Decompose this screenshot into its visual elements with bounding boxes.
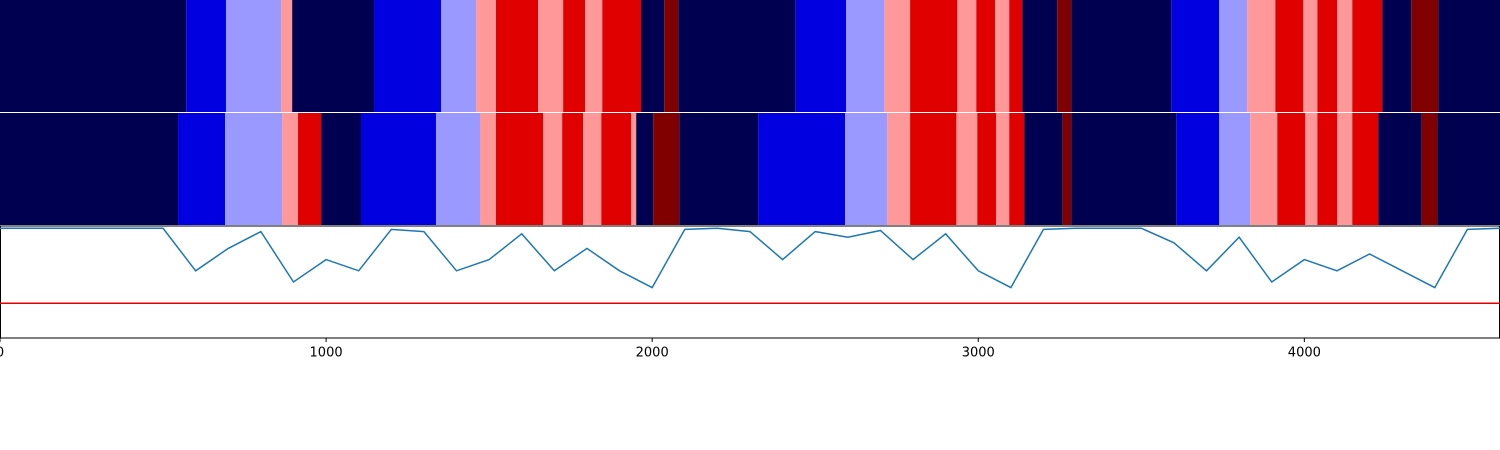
segment [321,113,361,225]
segment [977,113,997,225]
segment [292,0,375,112]
segment [996,113,1010,225]
segment [678,0,796,112]
segment [1009,113,1025,225]
segment [585,0,603,112]
segment [1317,0,1338,112]
segment [0,0,187,112]
segment [910,113,957,225]
segment [583,113,602,225]
segment [1317,113,1338,225]
segment [1382,0,1412,112]
segment [374,0,442,112]
segment [846,0,885,112]
segment [435,113,480,225]
segment [1438,0,1500,112]
segment [664,0,679,112]
segment [884,0,911,112]
segment [887,113,911,225]
segment [360,113,436,225]
x-tick-label: 3000 [962,346,995,361]
segment [1305,113,1318,225]
segment [957,0,977,112]
segment [441,0,477,112]
segment [1062,113,1072,225]
x-tick-label: 4000 [1288,346,1321,361]
segment [601,113,632,225]
segment [758,113,846,225]
segment [602,0,642,112]
segment [1275,0,1304,112]
segment [225,113,283,225]
segment [956,113,978,225]
segment [1277,113,1306,225]
segment [1022,0,1058,112]
segment [995,0,1010,112]
segment [1071,0,1172,112]
segment [1219,0,1248,112]
segment [480,113,496,225]
line-panel-frame [0,225,1500,339]
segment [178,113,225,225]
signal-line [0,227,1500,289]
segment [1437,113,1500,225]
segment [281,0,293,112]
segment [1176,113,1220,225]
segment [543,113,563,225]
segment [1057,0,1072,112]
segment [631,113,637,225]
segment [1378,113,1422,225]
segment [495,0,539,112]
segment [1411,0,1439,112]
segment [1421,113,1438,225]
x-tick-label: 1000 [310,346,343,361]
segment [636,113,654,225]
segment [562,113,584,225]
segment [1337,113,1353,225]
segment [1071,113,1177,225]
segment [1219,113,1251,225]
segment [679,113,759,225]
x-tick-label: 0 [0,346,4,361]
segment [298,113,322,225]
segment [641,0,665,112]
segment [653,113,680,225]
segment [538,0,564,112]
x-tick-label: 2000 [636,346,669,361]
segment [1250,113,1278,225]
segment [282,113,299,225]
segment [1171,0,1220,112]
segment [910,0,958,112]
segment [495,113,544,225]
segment [1009,0,1023,112]
segment [1352,113,1379,225]
segment [976,0,996,112]
segment [186,0,226,112]
segment [795,0,847,112]
segment [225,0,282,112]
segment [563,0,585,112]
segment [1337,0,1353,112]
segment [1247,0,1276,112]
segment [1024,113,1063,225]
segment [1303,0,1318,112]
segment [1352,0,1383,112]
segment [845,113,888,225]
segment [0,113,179,225]
segment [476,0,496,112]
